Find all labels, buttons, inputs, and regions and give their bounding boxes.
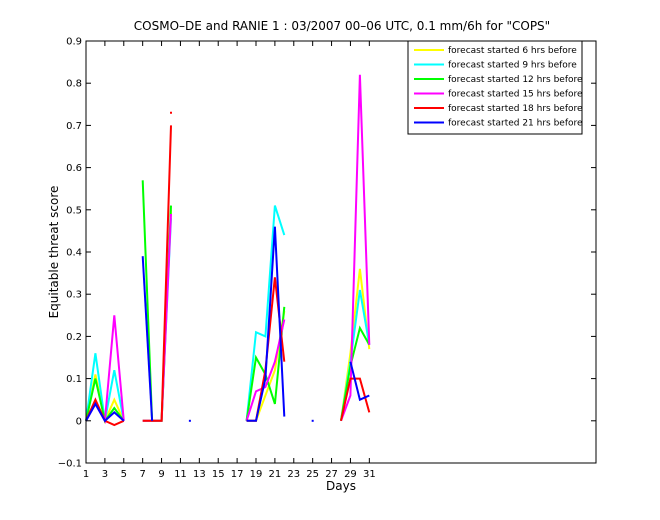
y-tick-label: 0.1	[66, 374, 82, 385]
y-tick-label: 0.2	[66, 332, 82, 343]
x-axis-label: Days	[326, 479, 356, 493]
x-tick-label: 27	[325, 469, 338, 480]
data-point-marker	[311, 419, 314, 422]
x-tick-label: 29	[344, 469, 357, 480]
legend-entry-label: forecast started 9 hrs before	[448, 61, 577, 71]
y-axis-label: Equitable threat score	[47, 186, 61, 319]
y-tick-label: 0.8	[66, 79, 82, 90]
legend-entry-label: forecast started 21 hrs before	[448, 119, 583, 129]
series-line-segment	[245, 319, 286, 422]
chart-title: COSMO–DE and RANIE 1 : 03/2007 00–06 UTC…	[134, 19, 550, 33]
y-axis-ticks: −0.1 0 0.1 0.2 0.3 0.4 0.5 0.6 0.7 0.8 0.9	[58, 37, 596, 470]
x-tick-label: 11	[174, 469, 187, 480]
x-axis-ticks: 1 3 5 7 9 11 13 15 17 19 21 23 25 27 29 31	[83, 41, 376, 480]
series-line-segment	[340, 74, 371, 422]
x-tick-label: 3	[102, 469, 108, 480]
data-point-marker	[170, 111, 172, 114]
x-tick-label: 5	[121, 469, 127, 480]
data-point-marker	[188, 419, 191, 422]
x-tick-label: 13	[193, 469, 206, 480]
y-tick-label: 0.6	[66, 163, 82, 174]
x-tick-label: 1	[83, 469, 89, 480]
legend-entry-label: forecast started 18 hrs before	[448, 104, 583, 114]
series-line-segment	[246, 226, 286, 422]
series-5	[85, 226, 370, 423]
x-tick-label: 25	[306, 469, 319, 480]
x-tick-label: 23	[287, 469, 300, 480]
y-tick-label: 0.5	[66, 205, 82, 216]
series-line-segment	[142, 125, 172, 422]
y-tick-label: 0.4	[66, 248, 82, 259]
y-tick-label: 0.7	[66, 121, 82, 132]
x-tick-label: 31	[363, 469, 376, 480]
y-tick-label: −0.1	[58, 459, 82, 470]
legend: forecast started 6 hrs before forecast st…	[407, 40, 583, 135]
y-tick-label: 0	[76, 416, 82, 427]
series-line-segment	[340, 325, 371, 421]
legend-entry-label: forecast started 6 hrs before	[448, 46, 577, 56]
series-line-segment	[141, 256, 154, 421]
x-tick-label: 7	[139, 469, 145, 480]
series-line-segment	[349, 361, 370, 402]
y-tick-label: 0.9	[66, 37, 82, 48]
legend-box	[407, 40, 583, 135]
x-tick-label: 17	[231, 469, 244, 480]
series-layer	[85, 74, 371, 427]
x-tick-label: 21	[269, 469, 282, 480]
series-line-segment	[245, 205, 286, 421]
legend-entry-label: forecast started 12 hrs before	[448, 75, 583, 85]
x-tick-label: 19	[250, 469, 263, 480]
y-tick-label: 0.3	[66, 290, 82, 301]
marker-layer	[170, 111, 314, 422]
x-tick-label: 15	[212, 469, 225, 480]
series-line-segment	[85, 401, 125, 423]
x-tick-label: 9	[158, 469, 164, 480]
legend-entry-label: forecast started 15 hrs before	[448, 90, 583, 100]
